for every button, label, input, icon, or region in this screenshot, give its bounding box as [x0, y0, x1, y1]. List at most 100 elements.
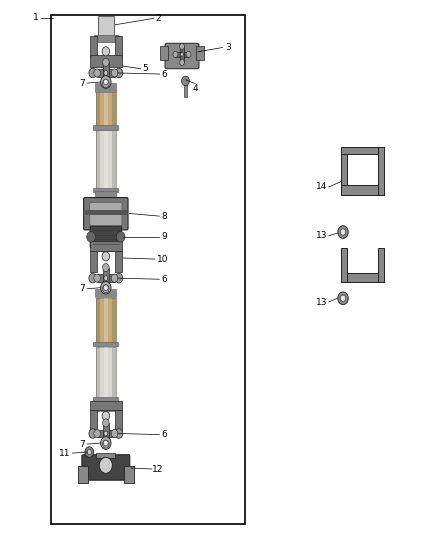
Bar: [96, 130, 99, 191]
Text: 1: 1: [33, 13, 39, 22]
Text: 14: 14: [316, 182, 327, 191]
Circle shape: [102, 47, 110, 56]
Bar: [90, 55, 121, 67]
Circle shape: [87, 231, 95, 242]
Bar: [341, 273, 385, 282]
Circle shape: [89, 68, 97, 78]
Circle shape: [104, 276, 108, 280]
Bar: [103, 423, 109, 444]
Bar: [341, 147, 385, 154]
Bar: [103, 62, 109, 84]
Circle shape: [89, 273, 97, 283]
Bar: [90, 36, 97, 57]
Bar: [184, 80, 187, 97]
Bar: [341, 150, 347, 195]
Text: 6: 6: [162, 274, 167, 284]
Bar: [378, 147, 385, 195]
Circle shape: [103, 79, 108, 85]
Text: 6: 6: [162, 430, 167, 439]
Circle shape: [102, 79, 109, 87]
Bar: [96, 298, 116, 345]
Circle shape: [103, 440, 108, 446]
Bar: [93, 397, 118, 401]
Circle shape: [182, 76, 189, 86]
Circle shape: [111, 274, 118, 282]
Bar: [96, 130, 116, 191]
Bar: [95, 191, 116, 203]
Bar: [115, 410, 121, 431]
Text: 4: 4: [192, 84, 198, 93]
Circle shape: [115, 68, 123, 78]
Bar: [95, 402, 116, 411]
Bar: [97, 274, 115, 282]
Bar: [96, 453, 116, 458]
Circle shape: [101, 437, 111, 449]
Circle shape: [111, 69, 118, 77]
Bar: [93, 342, 118, 346]
Circle shape: [102, 263, 109, 272]
Bar: [104, 298, 108, 345]
Bar: [93, 125, 118, 130]
Bar: [104, 130, 108, 191]
Text: 2: 2: [155, 14, 161, 23]
Circle shape: [180, 53, 184, 56]
Circle shape: [101, 281, 111, 294]
Circle shape: [111, 430, 118, 438]
Text: 6: 6: [162, 69, 167, 78]
Bar: [90, 410, 97, 431]
Text: 3: 3: [225, 43, 230, 52]
Text: 13: 13: [315, 231, 327, 240]
Bar: [378, 248, 385, 282]
Bar: [112, 346, 116, 400]
Circle shape: [94, 274, 100, 282]
Circle shape: [102, 285, 109, 293]
Bar: [124, 466, 134, 483]
Bar: [96, 91, 116, 128]
Circle shape: [115, 429, 123, 438]
Bar: [98, 16, 114, 36]
Bar: [96, 346, 116, 400]
Bar: [90, 241, 121, 251]
FancyBboxPatch shape: [90, 226, 121, 247]
Bar: [103, 268, 109, 289]
Bar: [115, 251, 121, 272]
Bar: [180, 46, 184, 62]
FancyBboxPatch shape: [84, 198, 128, 230]
Bar: [176, 52, 188, 57]
FancyBboxPatch shape: [165, 43, 199, 69]
Circle shape: [115, 273, 123, 283]
Circle shape: [180, 43, 184, 50]
Bar: [97, 69, 115, 77]
Bar: [104, 91, 108, 128]
Text: 5: 5: [142, 64, 148, 73]
Circle shape: [102, 411, 110, 421]
Text: 13: 13: [315, 297, 327, 306]
Circle shape: [102, 440, 109, 448]
Text: 7: 7: [79, 440, 85, 449]
Circle shape: [104, 431, 108, 436]
Bar: [90, 251, 97, 272]
Circle shape: [340, 295, 346, 302]
Circle shape: [94, 430, 100, 438]
Circle shape: [94, 69, 100, 77]
Circle shape: [103, 285, 108, 290]
Bar: [98, 243, 114, 251]
Text: 7: 7: [79, 78, 85, 87]
Circle shape: [99, 457, 113, 473]
Circle shape: [102, 419, 109, 427]
Circle shape: [180, 59, 184, 66]
Text: 10: 10: [157, 255, 168, 264]
Text: 9: 9: [162, 232, 167, 241]
Bar: [85, 210, 127, 215]
Bar: [112, 91, 116, 128]
Bar: [95, 289, 116, 297]
Bar: [196, 46, 204, 60]
Bar: [78, 466, 88, 483]
FancyBboxPatch shape: [82, 455, 130, 480]
Bar: [112, 130, 116, 191]
Bar: [160, 46, 168, 60]
Bar: [51, 14, 245, 523]
Circle shape: [338, 225, 348, 238]
Bar: [341, 185, 385, 195]
Circle shape: [85, 447, 94, 457]
